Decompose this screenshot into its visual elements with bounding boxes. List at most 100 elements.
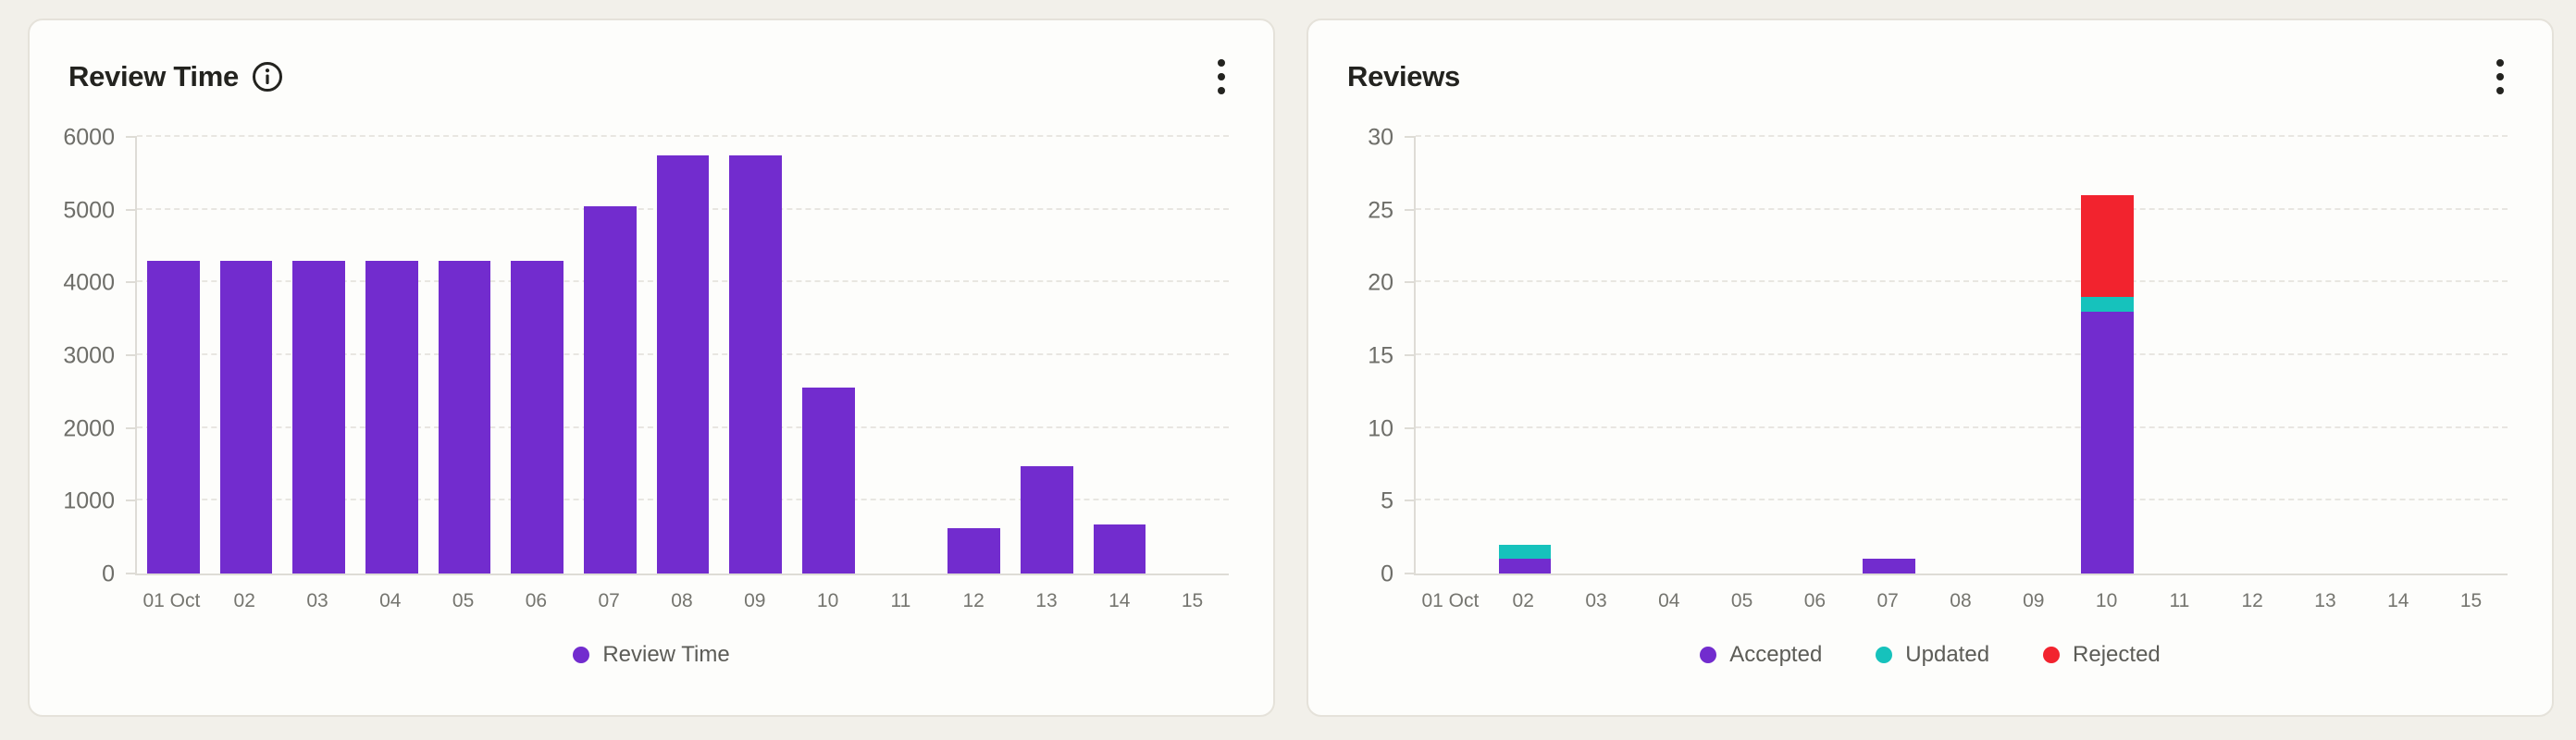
x-axis-tick-label: 02	[1512, 590, 1534, 611]
bar-13	[1021, 137, 1073, 574]
chart-legend: Accepted Updated Rejected	[1308, 636, 2552, 673]
y-axis-tick-label: 30	[1368, 124, 1393, 151]
reviews-chart-plot: 0 5 10 15 20 25 30	[1368, 125, 2508, 587]
bar-slot	[719, 137, 792, 574]
bar-12	[2226, 137, 2279, 574]
x-axis-tick-label: 01 Oct	[142, 590, 201, 611]
x-axis-tick-label: 10	[816, 590, 839, 611]
bar-slot	[428, 137, 502, 574]
card-title: Review Time	[68, 60, 239, 92]
y-axis-tick-label: 5	[1381, 487, 1393, 514]
bars-row	[137, 137, 1229, 574]
bar-04	[365, 137, 418, 574]
gridline	[137, 135, 1229, 137]
bar-slot	[282, 137, 355, 574]
bar-slot	[1707, 137, 1780, 574]
y-axis-tick-label: 2000	[63, 415, 115, 442]
bar-14	[2372, 137, 2425, 574]
y-axis-tick-label: 25	[1368, 197, 1393, 224]
gridline	[1416, 280, 2508, 283]
bar-segment-review-time	[947, 528, 1001, 574]
bar-09	[729, 137, 783, 574]
x-axis-tick-label: 06	[525, 590, 548, 611]
bar-segment-review-time	[656, 154, 710, 574]
bar-segment-review-time	[365, 260, 418, 574]
gridline	[1416, 499, 2508, 501]
kebab-dot	[2496, 87, 2504, 94]
x-axis-tick-label: 12	[2241, 590, 2263, 611]
y-axis-tick-label: 5000	[63, 197, 115, 224]
bar-slot	[865, 137, 938, 574]
x-axis-tick-label: 08	[671, 590, 693, 611]
bar-11	[2154, 137, 2207, 574]
bar-segment-review-time	[438, 260, 491, 574]
y-axis-tick-mark	[126, 208, 137, 211]
legend-label: Rejected	[2073, 642, 2161, 667]
x-axis-tick-label: 15	[1181, 590, 1204, 611]
x-axis-tick-label: 12	[962, 590, 985, 611]
y-axis-tick-mark	[126, 500, 137, 502]
bar-segment-review-time	[511, 260, 564, 574]
info-icon[interactable]	[252, 61, 283, 92]
bar-05	[438, 137, 491, 574]
bar-03	[1571, 137, 1624, 574]
legend-label: Accepted	[1729, 642, 1823, 667]
x-axis-tick-label: 04	[1658, 590, 1680, 611]
y-axis-tick-label: 6000	[63, 124, 115, 151]
legend-item-accepted[interactable]: Accepted	[1700, 642, 1822, 668]
y-axis-tick-label: 4000	[63, 269, 115, 296]
x-axis-tick-label: 14	[2387, 590, 2409, 611]
bar-slot	[574, 137, 647, 574]
bar-segment-accepted	[1498, 559, 1552, 574]
x-axis-tick-label: 09	[744, 590, 766, 611]
gridline	[1416, 426, 2508, 428]
gridline	[1416, 353, 2508, 355]
bar-06	[511, 137, 564, 574]
bar-13	[2299, 137, 2352, 574]
bar-05	[1717, 137, 1770, 574]
bar-slot	[1561, 137, 1634, 574]
bar-segment-updated	[1498, 544, 1552, 560]
kebab-menu-icon[interactable]	[1208, 52, 1234, 102]
legend-item-review-time[interactable]: Review Time	[573, 642, 730, 668]
legend-label: Updated	[1905, 642, 1990, 667]
x-axis-tick-label: 08	[1950, 590, 1972, 611]
legend-item-updated[interactable]: Updated	[1876, 642, 1989, 668]
y-axis-tick-label: 0	[102, 561, 115, 587]
bar-slot	[210, 137, 283, 574]
card-title-group: Review Time	[68, 56, 283, 97]
bar-01-oct	[1426, 137, 1479, 574]
y-axis-tick-label: 15	[1368, 342, 1393, 369]
x-axis-labels: 01 Oct 02 03 04 05 06 07 08 09 10 11 12 13 14 15	[1414, 586, 2508, 616]
x-axis-tick-label: 13	[1035, 590, 1058, 611]
bar-slot	[1010, 137, 1084, 574]
x-axis-tick-label: 11	[2169, 590, 2190, 611]
x-axis-tick-label: 05	[1730, 590, 1753, 611]
legend-item-rejected[interactable]: Rejected	[2043, 642, 2161, 668]
y-axis-tick-mark	[126, 573, 137, 574]
bar-08	[1936, 137, 1988, 574]
bar-slot	[1779, 137, 1852, 574]
bar-segment-review-time	[292, 260, 345, 574]
y-axis-tick-mark	[126, 136, 137, 138]
x-axis-tick-label: 13	[2314, 590, 2336, 611]
y-axis-tick-label: 20	[1368, 269, 1393, 296]
bar-segment-review-time	[729, 154, 783, 574]
kebab-dot	[1218, 73, 1225, 80]
bar-15	[2445, 137, 2497, 574]
bar-slot	[1634, 137, 1707, 574]
bar-15	[1166, 137, 1219, 574]
x-axis-labels: 01 Oct 02 03 04 05 06 07 08 09 10 11 12 13 14 15	[135, 586, 1229, 616]
bar-07	[584, 137, 637, 574]
bar-11	[875, 137, 928, 574]
bar-slot	[1852, 137, 1926, 574]
bar-slot	[792, 137, 865, 574]
x-axis-tick-label: 04	[379, 590, 402, 611]
review-time-chart-plot: 0 1000 2000 3000 4000 5000 6000	[63, 125, 1229, 587]
y-axis-tick-mark	[1405, 354, 1416, 356]
card-title: Reviews	[1347, 60, 1460, 92]
bar-10	[2081, 137, 2134, 574]
y-axis-tick-label: 1000	[63, 487, 115, 514]
kebab-menu-icon[interactable]	[2487, 52, 2513, 102]
y-axis-tick-mark	[126, 281, 137, 284]
